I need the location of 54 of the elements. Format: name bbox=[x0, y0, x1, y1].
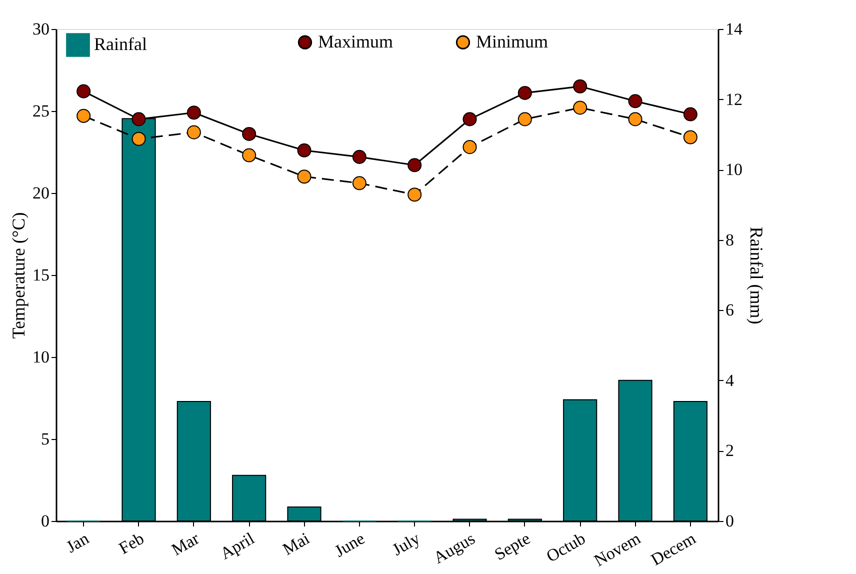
point bbox=[518, 112, 532, 126]
y-tick-label: 20 bbox=[32, 184, 50, 202]
y-tick-label: 10 bbox=[32, 348, 50, 366]
point bbox=[408, 188, 422, 202]
y2-tick-label: 2 bbox=[726, 441, 734, 460]
point bbox=[76, 108, 91, 123]
point bbox=[518, 86, 532, 100]
legend-label: Maximum bbox=[318, 31, 393, 52]
legend-label: Minimum bbox=[476, 31, 548, 52]
point bbox=[352, 176, 366, 190]
x-tick-label: July bbox=[389, 528, 424, 560]
x-tick-label: Mar bbox=[168, 528, 203, 560]
point bbox=[297, 143, 312, 158]
y-tick-label: 5 bbox=[41, 430, 50, 448]
point bbox=[186, 106, 201, 120]
y-tick-label: 15 bbox=[32, 266, 50, 284]
point bbox=[573, 79, 588, 94]
y2-tick-label: 4 bbox=[726, 370, 734, 390]
x-tick-label: April bbox=[217, 528, 258, 564]
point bbox=[408, 158, 422, 172]
x-tick-label: Feb bbox=[116, 528, 148, 558]
point bbox=[628, 94, 642, 108]
point bbox=[132, 112, 146, 126]
point bbox=[462, 112, 477, 126]
point bbox=[186, 125, 201, 140]
y2-axis-title: Rainfal (mm) bbox=[746, 226, 766, 324]
x-tick-label: Jan bbox=[62, 528, 93, 557]
point bbox=[132, 132, 146, 146]
point bbox=[683, 107, 698, 122]
point bbox=[242, 148, 256, 162]
point bbox=[462, 140, 477, 154]
x-tick-label: Augus bbox=[430, 528, 478, 568]
y2-tick-label: 10 bbox=[726, 160, 742, 180]
point bbox=[628, 112, 642, 126]
legend-label: Rainfal bbox=[94, 34, 147, 54]
x-tick-label: June bbox=[331, 528, 368, 561]
y-axis-title: Temperature (°C) bbox=[8, 212, 28, 339]
y2-tick-label: 0 bbox=[726, 512, 734, 530]
y2-tick-label: 8 bbox=[726, 230, 734, 250]
y-tick-label: 25 bbox=[32, 102, 50, 120]
point bbox=[242, 126, 256, 141]
point bbox=[297, 170, 312, 184]
point bbox=[352, 150, 366, 164]
point bbox=[76, 84, 91, 98]
point bbox=[683, 130, 698, 144]
y2-tick-label: 6 bbox=[726, 300, 734, 320]
x-tick-label: Septe bbox=[491, 528, 534, 564]
y-tick-label: 0 bbox=[41, 512, 50, 530]
y2-tick-label: 14 bbox=[726, 20, 743, 38]
x-tick-label: Octub bbox=[543, 528, 589, 566]
x-tick-label: Mai bbox=[280, 528, 313, 559]
y2-tick-label: 12 bbox=[726, 90, 742, 109]
point bbox=[573, 100, 588, 115]
y-tick-label: 30 bbox=[32, 20, 50, 38]
